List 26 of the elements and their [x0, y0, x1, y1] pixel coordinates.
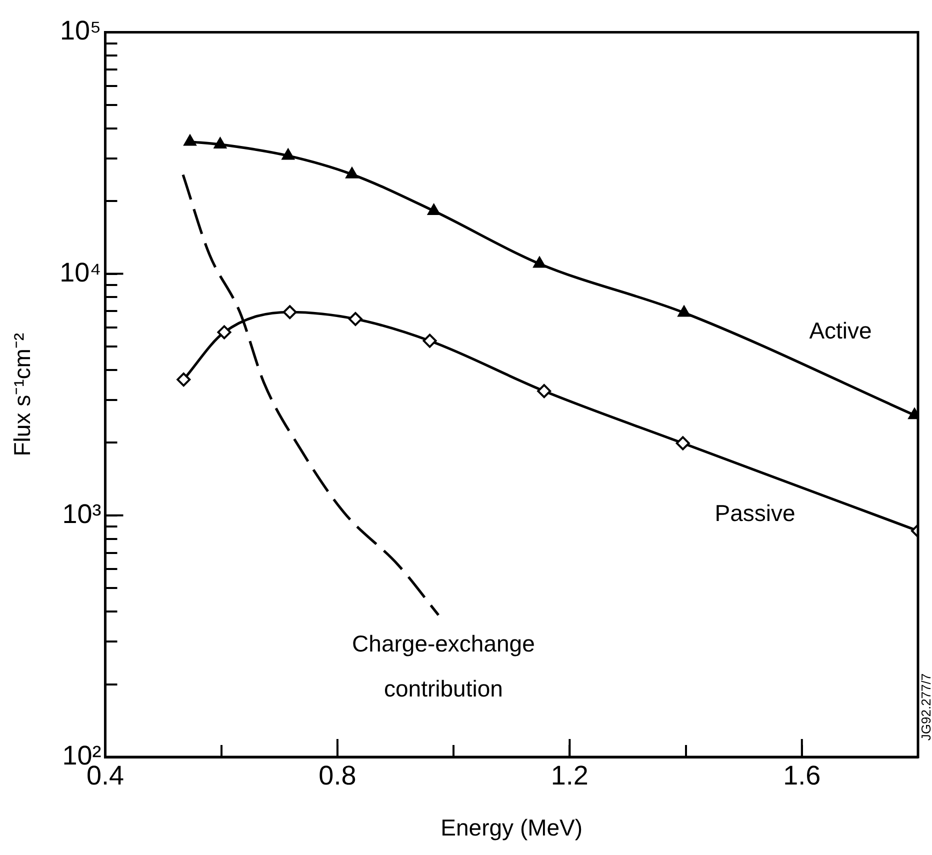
point [537, 384, 552, 398]
point [282, 148, 294, 160]
text: JG92.277/7 [918, 673, 932, 741]
y-tick-label: 10⁵ [60, 16, 102, 46]
x-tick-label: 0.8 [318, 760, 356, 791]
point [346, 167, 358, 178]
series-label: Passive [714, 500, 796, 526]
x-tick-label: 1.2 [550, 760, 588, 791]
point [184, 134, 196, 146]
y-tick-label: 10⁴ [60, 257, 102, 288]
point [678, 306, 690, 317]
point [422, 334, 437, 348]
point [214, 137, 226, 148]
point [348, 312, 362, 326]
point [676, 436, 690, 450]
point [217, 325, 232, 340]
point [282, 305, 297, 320]
point [533, 256, 546, 268]
text: Charge-exchange contribution [352, 630, 535, 702]
y-axis-title: Flux s⁻¹cm⁻² [9, 332, 36, 456]
x-tick-label: 1.6 [783, 760, 821, 791]
x-axis-title: Energy (MeV) [440, 814, 583, 841]
y-tick-label: 10³ [62, 498, 102, 529]
point [428, 204, 440, 215]
series-label: Active [809, 317, 872, 344]
point [176, 372, 191, 387]
